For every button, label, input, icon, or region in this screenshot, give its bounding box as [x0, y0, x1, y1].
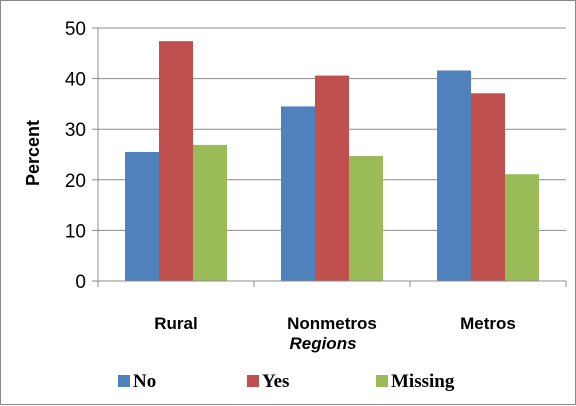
legend-label-missing: Missing [391, 371, 455, 392]
y-tick-label: 10 [65, 221, 86, 242]
bar-no-metros [437, 70, 471, 281]
bar-yes-metros [471, 93, 505, 281]
axes [92, 27, 567, 287]
legend-swatch-no [118, 375, 130, 387]
y-tick-label: 0 [75, 272, 86, 293]
legend-label-yes: Yes [262, 371, 289, 392]
bar-missing-rural [193, 144, 227, 281]
legend-swatch-missing [376, 375, 388, 387]
bars [125, 41, 539, 282]
y-axis-title: Percent [23, 120, 43, 186]
category-labels: Rural Nonmetros Metros [154, 314, 516, 333]
y-tick-label: 20 [65, 171, 86, 192]
legend-label-no: No [133, 371, 156, 392]
y-tick-label: 40 [65, 70, 86, 91]
category-label: Nonmetros [287, 314, 377, 333]
category-label: Rural [154, 314, 197, 333]
legend-swatch-yes [247, 375, 259, 387]
bar-no-rural [125, 151, 159, 281]
bar-no-nonmetros [281, 106, 315, 282]
legend: No Yes Missing [118, 371, 455, 392]
bar-missing-nonmetros [349, 156, 383, 281]
y-tick-label: 50 [65, 19, 86, 40]
y-tick-labels: 0 10 20 30 40 50 [65, 19, 86, 293]
bar-yes-rural [159, 41, 193, 281]
category-label: Metros [460, 314, 516, 333]
bar-missing-metros [505, 174, 539, 281]
y-tick-label: 30 [65, 120, 86, 141]
bar-yes-nonmetros [315, 75, 349, 282]
x-axis-title: Regions [289, 334, 356, 353]
